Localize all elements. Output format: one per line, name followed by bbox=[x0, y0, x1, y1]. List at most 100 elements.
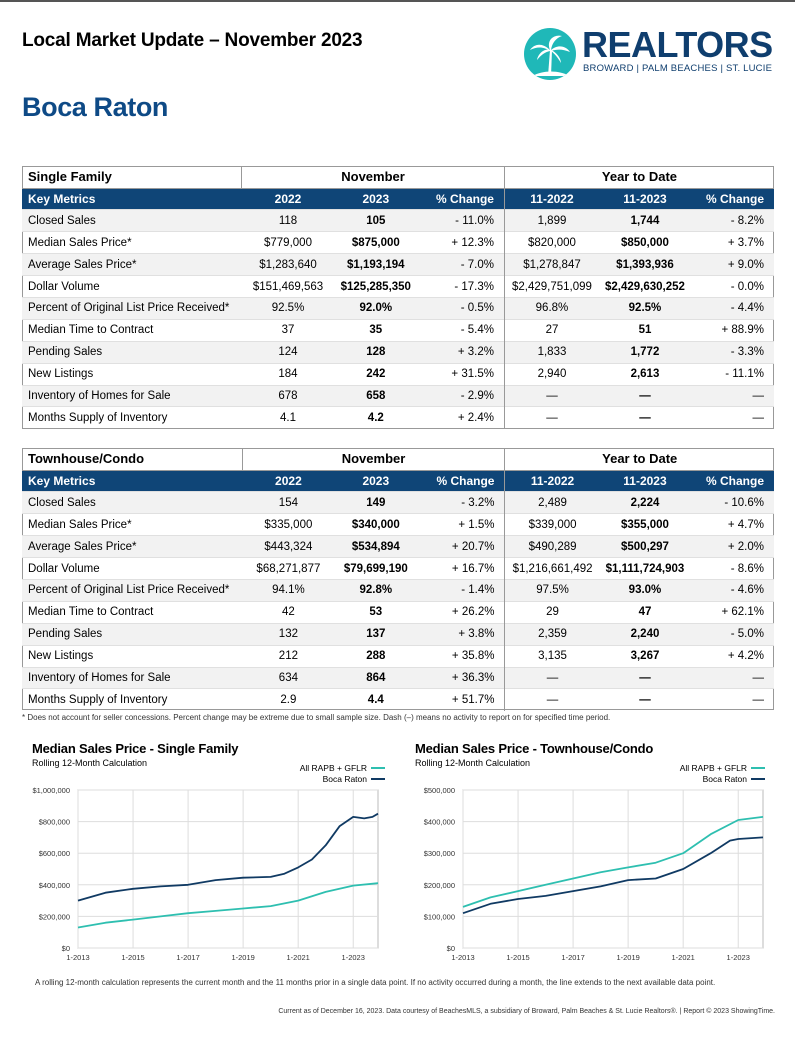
metric-value: 3,267 bbox=[599, 644, 691, 668]
metric-label: Inventory of Homes for Sale bbox=[22, 666, 243, 689]
column-header: Key Metrics bbox=[22, 188, 242, 210]
metric-value: 4.2 bbox=[334, 406, 418, 429]
x-tick-label: 1-2017 bbox=[176, 953, 199, 962]
metric-value: + 36.3% bbox=[416, 666, 505, 689]
legend-swatch bbox=[371, 766, 385, 769]
metric-value: 242 bbox=[334, 362, 418, 386]
metric-value: $125,285,350 bbox=[334, 275, 418, 298]
metric-value: $355,000 bbox=[599, 513, 691, 536]
metric-value: + 51.7% bbox=[416, 688, 505, 711]
metric-value: 4.1 bbox=[241, 406, 335, 429]
metric-label: Dollar Volume bbox=[22, 275, 242, 298]
metric-value: $339,000 bbox=[504, 513, 600, 536]
metric-value: 42 bbox=[242, 600, 335, 624]
series-line bbox=[462, 816, 764, 908]
report-title: Local Market Update – November 2023 bbox=[22, 30, 363, 51]
legend-swatch bbox=[751, 777, 765, 780]
legend-swatch bbox=[751, 766, 765, 769]
metric-label: Percent of Original List Price Received* bbox=[22, 578, 243, 602]
metric-value: - 4.6% bbox=[690, 578, 774, 602]
y-tick-label: $500,000 bbox=[424, 786, 455, 795]
metric-value: $1,216,661,492 bbox=[504, 557, 600, 580]
column-header: % Change bbox=[690, 188, 774, 210]
palm-tree-icon bbox=[524, 28, 576, 80]
metric-value: 154 bbox=[242, 491, 335, 514]
y-tick-label: $600,000 bbox=[39, 849, 70, 858]
metric-label: Percent of Original List Price Received* bbox=[22, 296, 242, 320]
group-header-ytd: Year to Date bbox=[503, 166, 774, 189]
metric-label: New Listings bbox=[22, 362, 242, 386]
metric-value: — bbox=[503, 406, 599, 429]
x-tick-label: 1-2019 bbox=[231, 953, 254, 962]
x-tick-label: 1-2023 bbox=[727, 953, 750, 962]
table-row: Median Time to Contract 37 35- 5.4% 27 51 + 8… bbox=[22, 318, 774, 342]
metric-value: $490,289 bbox=[504, 535, 600, 558]
metric-label: Pending Sales bbox=[22, 622, 243, 646]
metric-value: 2,940 bbox=[503, 362, 599, 386]
table-row: Pending Sales 132 137 + 3.8% 2,359 2,240- 5.0… bbox=[22, 622, 774, 646]
metric-value: $1,111,724,903 bbox=[599, 557, 691, 580]
table-row: Inventory of Homes for Sale 634 864 + 36.3%… bbox=[22, 666, 774, 689]
column-header: 2022 bbox=[241, 188, 335, 210]
metric-value: $850,000 bbox=[598, 231, 691, 254]
table-row: Pending Sales 124 128 + 3.2% 1,833 1,772- 3.3… bbox=[22, 340, 774, 364]
metric-value: $340,000 bbox=[334, 513, 417, 536]
metric-value: $875,000 bbox=[334, 231, 418, 254]
metric-value: - 11.1% bbox=[690, 362, 774, 386]
metric-value: 92.0% bbox=[334, 296, 418, 320]
metric-value: 96.8% bbox=[503, 296, 599, 320]
metric-value: 118 bbox=[241, 209, 335, 232]
metric-value: + 9.0% bbox=[690, 253, 774, 276]
metric-value: 93.0% bbox=[599, 578, 691, 602]
legend-item: All RAPB + GFLR bbox=[280, 762, 385, 773]
logo-wordmark: REALTORS bbox=[582, 24, 773, 65]
metric-value: 2,359 bbox=[504, 622, 600, 646]
legend-item: Boca Raton bbox=[280, 773, 385, 784]
top-rule bbox=[0, 0, 795, 2]
chart-title-single-family: Median Sales Price - Single Family bbox=[32, 741, 239, 756]
x-tick-label: 1-2021 bbox=[287, 953, 310, 962]
series-line bbox=[462, 836, 764, 915]
metric-label: Median Time to Contract bbox=[22, 318, 242, 342]
metric-label: Months Supply of Inventory bbox=[22, 406, 242, 429]
metric-value: - 4.4% bbox=[690, 296, 774, 320]
x-tick-label: 1-2019 bbox=[616, 953, 639, 962]
metric-value: 3,135 bbox=[504, 644, 600, 668]
metric-label: Closed Sales bbox=[22, 209, 242, 232]
metric-value: — bbox=[690, 666, 774, 689]
chart-townhouse: $0 $100,000 $200,000 $300,000 $400,000 $500,0… bbox=[424, 786, 764, 962]
metric-label: Inventory of Homes for Sale bbox=[22, 384, 242, 407]
metric-value: $1,193,194 bbox=[334, 253, 418, 276]
metric-value: $443,324 bbox=[242, 535, 335, 558]
chart-title-townhouse: Median Sales Price - Townhouse/Condo bbox=[415, 741, 654, 756]
metric-label: Dollar Volume bbox=[22, 557, 243, 580]
metric-value: 29 bbox=[504, 600, 600, 624]
x-tick-label: 1-2013 bbox=[451, 953, 474, 962]
y-tick-label: $1,000,000 bbox=[32, 786, 70, 795]
metric-value: + 4.2% bbox=[690, 644, 774, 668]
chart-single-family: $0 $200,000 $400,000 $600,000 $800,000 $1,000… bbox=[32, 786, 379, 962]
metric-value: + 2.0% bbox=[690, 535, 774, 558]
group-header-ytd: Year to Date bbox=[504, 448, 774, 471]
metric-value: 2,489 bbox=[504, 491, 600, 514]
metric-value: 184 bbox=[241, 362, 335, 386]
legend-label: Boca Raton bbox=[322, 773, 367, 784]
metric-value: - 7.0% bbox=[417, 253, 505, 276]
section-title: Townhouse/Condo bbox=[22, 448, 243, 471]
legend-single-family: All RAPB + GFLR Boca Raton bbox=[280, 762, 385, 784]
metric-value: + 2.4% bbox=[417, 406, 505, 429]
x-tick-label: 1-2017 bbox=[561, 953, 584, 962]
metric-value: + 26.2% bbox=[416, 600, 505, 624]
metric-value: 864 bbox=[334, 666, 417, 689]
metric-value: + 4.7% bbox=[690, 513, 774, 536]
legend-item: Boca Raton bbox=[660, 773, 765, 784]
metric-value: $1,278,847 bbox=[503, 253, 599, 276]
metric-value: + 20.7% bbox=[416, 535, 505, 558]
y-tick-label: $100,000 bbox=[424, 912, 455, 921]
metric-value: 92.5% bbox=[598, 296, 691, 320]
metric-value: + 31.5% bbox=[417, 362, 505, 386]
chart-subtitle-single-family: Rolling 12-Month Calculation bbox=[32, 758, 148, 768]
legend-label: All RAPB + GFLR bbox=[299, 762, 367, 773]
table-row: Dollar Volume $151,469,563 $125,285,350- 1… bbox=[22, 275, 774, 298]
metric-value: 1,833 bbox=[503, 340, 599, 364]
